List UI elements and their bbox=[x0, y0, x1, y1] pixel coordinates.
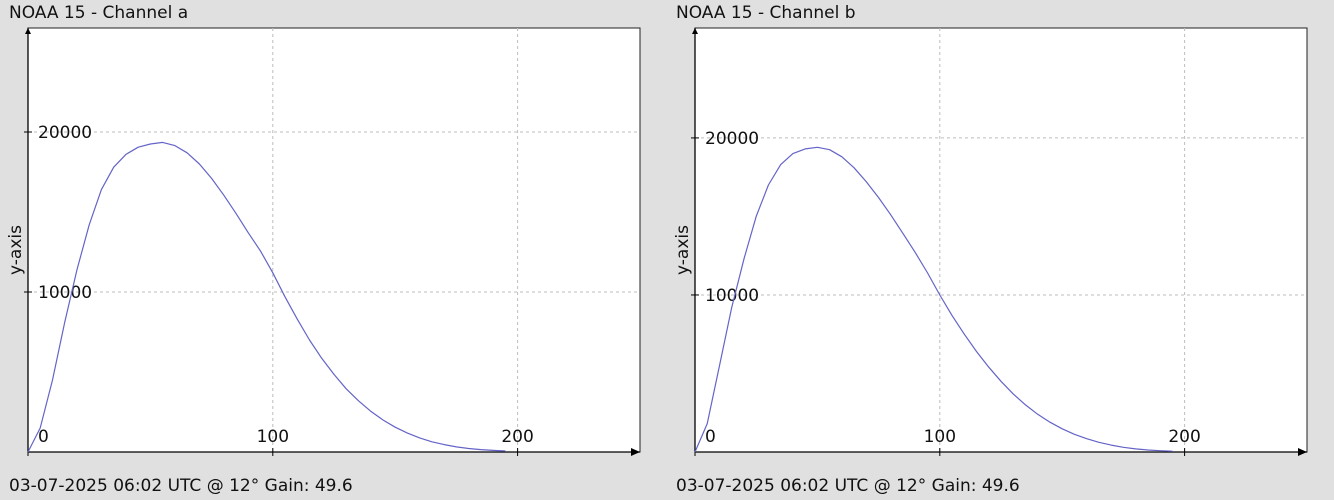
x-tick-label: 0 bbox=[705, 427, 716, 447]
x-tick-label: 0 bbox=[38, 427, 49, 447]
y-axis-label: y-axis bbox=[6, 225, 26, 275]
y-tick-label: 20000 bbox=[38, 123, 92, 143]
y-axis-arrow bbox=[25, 28, 31, 34]
chart-panel-channel-a: NOAA 15 - Channel a 0 100 200 10000 20000 y-a… bbox=[0, 0, 660, 500]
plot-area bbox=[27, 27, 641, 453]
series-line bbox=[694, 146, 1173, 453]
x-tick-label: 200 bbox=[1168, 427, 1200, 447]
x-tick-label: 200 bbox=[501, 427, 533, 447]
y-axis-arrow bbox=[692, 28, 698, 34]
series-line bbox=[27, 141, 506, 453]
chart-footer: 03-07-2025 06:02 UTC @ 12° Gain: 49.6 bbox=[676, 476, 1020, 496]
y-tick-label: 10000 bbox=[705, 286, 759, 306]
chart-plot-svg: 0 100 200 10000 20000 y-axis bbox=[673, 27, 1308, 456]
chart-panel-channel-b: NOAA 15 - Channel b 0 100 200 10000 20000 y-a… bbox=[667, 0, 1327, 500]
x-axis-arrow bbox=[1298, 448, 1307, 456]
y-tick-label: 20000 bbox=[705, 129, 759, 149]
chart-title: NOAA 15 - Channel b bbox=[676, 3, 856, 23]
chart-footer: 03-07-2025 06:02 UTC @ 12° Gain: 49.6 bbox=[9, 476, 353, 496]
y-axis-label: y-axis bbox=[673, 225, 693, 275]
chart-title: NOAA 15 - Channel a bbox=[9, 3, 189, 23]
x-axis-arrow bbox=[631, 448, 640, 456]
chart-plot-svg: 0 100 200 10000 20000 y-axis bbox=[6, 27, 641, 456]
x-tick-label: 100 bbox=[257, 427, 289, 447]
y-tick-label: 10000 bbox=[38, 283, 92, 303]
plot-area bbox=[694, 27, 1308, 453]
x-tick-label: 100 bbox=[924, 427, 956, 447]
